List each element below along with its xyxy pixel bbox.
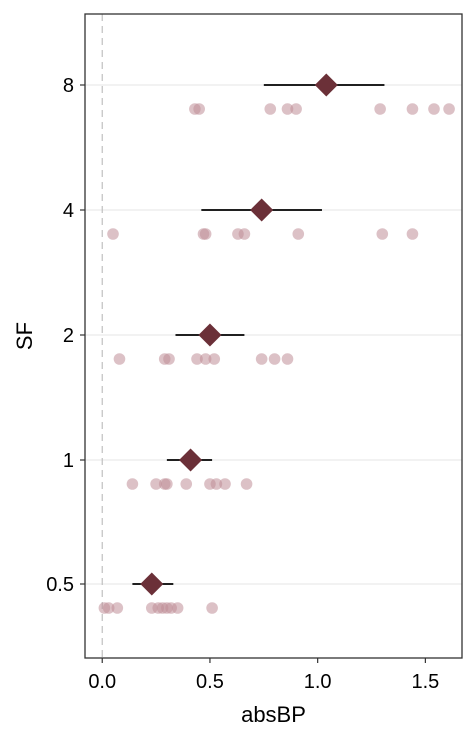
data-point-sf-0-5-9 (206, 602, 218, 614)
data-point-sf-1-4 (180, 478, 193, 490)
data-point-sf-4-7 (406, 228, 419, 240)
data-point-sf-2-5 (208, 353, 221, 365)
mean-marker-sf-0-5 (140, 572, 164, 596)
mean-marker-sf-8 (314, 73, 338, 97)
data-point-sf-1-3 (161, 478, 173, 490)
data-point-sf-2-6 (255, 353, 268, 365)
y-tick-label-0-5: 0.5 (46, 574, 74, 596)
data-point-sf-1-0 (126, 478, 139, 490)
data-point-sf-0-5-2 (111, 602, 124, 614)
data-point-sf-1-1 (150, 478, 162, 490)
data-point-sf-8-2 (264, 103, 277, 115)
x-axis-title: absBP (241, 702, 306, 727)
x-tick-label-0: 0.0 (88, 671, 116, 693)
data-point-sf-0-5-1 (102, 602, 115, 614)
data-point-sf-8-4 (290, 103, 302, 115)
data-point-sf-8-7 (428, 103, 440, 115)
data-point-sf-8-5 (374, 103, 386, 115)
data-point-sf-2-3 (191, 353, 203, 365)
mean-marker-sf-1 (179, 448, 203, 472)
data-point-sf-1-6 (210, 478, 223, 490)
mean-markers (140, 73, 338, 596)
mean-marker-sf-4 (250, 198, 274, 222)
data-point-sf-2-7 (268, 353, 281, 365)
x-tick-label-2: 1.0 (304, 671, 332, 693)
data-point-sf-8-8 (443, 103, 455, 115)
raw-points (98, 103, 455, 614)
data-point-sf-1-7 (219, 478, 231, 490)
data-point-sf-1-8 (240, 478, 253, 490)
data-point-sf-4-0 (107, 228, 119, 240)
data-point-sf-8-3 (281, 103, 294, 115)
mean-marker-sf-2 (198, 323, 222, 347)
data-point-sf-2-4 (199, 353, 212, 365)
data-point-sf-0-5-8 (171, 602, 184, 614)
grid-lines (85, 84, 462, 585)
plot-panel-border (84, 13, 463, 659)
y-axis: 0.5 1 2 4 8 (46, 75, 85, 596)
data-point-sf-4-2 (199, 228, 212, 240)
x-tick-label-1: 0.5 (196, 671, 224, 693)
y-tick-label-1: 1 (63, 450, 74, 472)
y-tick-label-2: 2 (63, 325, 74, 347)
x-tick-label-3: 1.5 (411, 671, 439, 693)
y-axis-title: SF (12, 322, 37, 350)
x-axis: 0.0 0.5 1.0 1.5 (88, 658, 439, 693)
data-point-sf-8-1 (193, 103, 205, 115)
data-point-sf-8-6 (406, 103, 419, 115)
data-point-sf-4-5 (292, 228, 305, 240)
data-point-sf-4-6 (376, 228, 389, 240)
data-point-sf-4-4 (238, 228, 251, 240)
data-point-sf-2-8 (281, 353, 294, 365)
y-tick-label-8: 8 (63, 75, 74, 97)
data-point-sf-2-0 (113, 353, 126, 365)
data-point-sf-2-2 (163, 353, 175, 365)
y-tick-label-4: 4 (63, 200, 74, 222)
